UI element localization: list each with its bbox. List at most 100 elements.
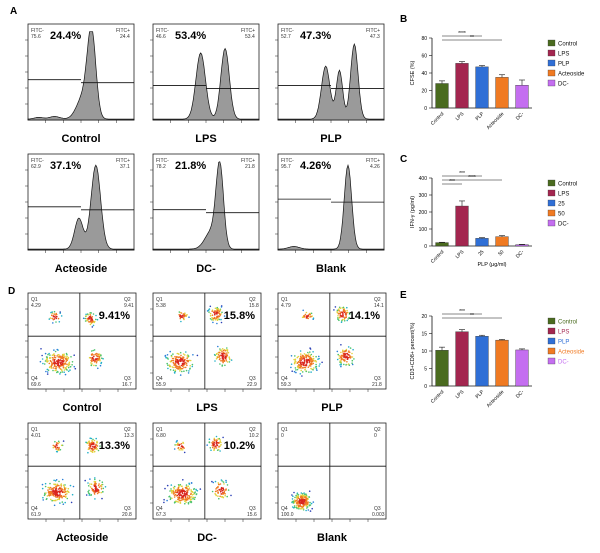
- data-dot: [301, 493, 304, 495]
- y-tick-label: 400: [419, 176, 428, 182]
- legend-label-4: DC-: [558, 222, 569, 228]
- data-dot: [92, 359, 95, 362]
- data-dot: [170, 488, 172, 490]
- data-dot: [53, 354, 56, 357]
- data-dot: [61, 357, 63, 359]
- data-dot: [220, 313, 222, 315]
- data-dot: [290, 366, 292, 369]
- data-dot: [88, 440, 90, 443]
- data-dot: [308, 353, 310, 355]
- data-dot: [207, 309, 210, 312]
- data-dot: [172, 357, 175, 360]
- data-dot: [58, 447, 60, 450]
- data-dot: [313, 367, 315, 369]
- data-dot: [171, 497, 173, 500]
- data-dot: [348, 316, 350, 319]
- data-dot: [61, 371, 64, 373]
- data-dot: [58, 365, 60, 367]
- data-dot: [52, 367, 54, 369]
- data-dot: [96, 440, 98, 443]
- data-dot: [170, 484, 173, 486]
- data-dot: [296, 368, 299, 371]
- data-dot: [311, 361, 313, 363]
- data-dot: [95, 361, 98, 364]
- significance-mark: ****: [468, 175, 476, 181]
- data-dot: [297, 502, 299, 504]
- data-dot: [218, 355, 221, 357]
- gate-left-label: FITC-: [31, 28, 44, 34]
- data-dot: [55, 317, 58, 320]
- data-dot: [185, 484, 188, 486]
- data-dot: [67, 357, 69, 360]
- data-dot: [194, 491, 196, 493]
- data-dot: [188, 487, 191, 490]
- data-dot: [306, 358, 308, 361]
- data-dot: [59, 486, 61, 489]
- data-dot: [48, 493, 50, 495]
- data-dot: [176, 359, 178, 361]
- data-dot: [64, 496, 67, 499]
- data-dot: [54, 499, 57, 502]
- gate-left-label: FITC-: [31, 158, 44, 164]
- data-dot: [49, 493, 52, 496]
- data-dot: [220, 360, 222, 362]
- data-dot: [212, 440, 214, 443]
- data-dot: [307, 317, 310, 320]
- data-dot: [206, 444, 208, 446]
- data-dot: [346, 306, 348, 309]
- data-dot: [87, 485, 90, 487]
- bar-2: [475, 66, 489, 109]
- q4-value: 67.3: [156, 512, 166, 518]
- data-dot: [54, 350, 57, 353]
- data-dot: [63, 353, 65, 356]
- data-dot: [169, 369, 172, 371]
- fitc-percent: 21.8%: [175, 160, 206, 172]
- data-dot: [293, 370, 296, 373]
- data-dot: [190, 482, 193, 484]
- data-dot: [219, 348, 221, 350]
- legend-label-3: 50: [558, 212, 565, 218]
- legend-swatch-3: [547, 69, 556, 77]
- data-dot: [86, 320, 88, 322]
- data-dot: [184, 502, 186, 505]
- data-dot: [300, 353, 302, 355]
- q2-label: Q2: [124, 427, 131, 433]
- data-dot: [92, 438, 94, 441]
- data-dot: [346, 352, 349, 355]
- data-dot: [340, 344, 342, 346]
- legend-label-1: LPS: [558, 330, 569, 336]
- x-tick-label: Control: [430, 111, 446, 127]
- data-dot: [53, 356, 56, 359]
- data-dot: [216, 308, 218, 310]
- q1-value: 5.38: [156, 303, 166, 309]
- data-dot: [95, 352, 98, 355]
- data-dot: [177, 368, 180, 370]
- data-dot: [54, 358, 56, 361]
- data-dot: [48, 362, 51, 365]
- data-dot: [185, 361, 187, 364]
- data-dot: [166, 499, 168, 502]
- legend-label-0: Control: [558, 42, 577, 48]
- bar-0: [435, 350, 449, 387]
- data-dot: [351, 363, 354, 366]
- y-axis-label: CD3+CD8+ percent(%): [410, 322, 416, 379]
- data-dot: [175, 444, 177, 446]
- data-dot: [293, 507, 295, 509]
- data-dot: [292, 502, 295, 504]
- data-dot: [167, 367, 169, 370]
- data-dot: [304, 366, 307, 369]
- data-dot: [211, 316, 213, 319]
- data-dot: [44, 485, 47, 488]
- data-dot: [336, 350, 339, 353]
- data-dot: [179, 317, 182, 320]
- data-dot: [315, 366, 318, 368]
- q2-value: 10.2: [249, 433, 259, 439]
- data-dot: [92, 349, 94, 352]
- data-dot: [226, 349, 229, 351]
- fitc-percent: 37.1%: [50, 160, 81, 172]
- data-dot: [44, 493, 46, 496]
- data-dot: [296, 365, 299, 368]
- y-tick-label: 60: [421, 54, 427, 60]
- q4-value: 59.3: [281, 382, 291, 388]
